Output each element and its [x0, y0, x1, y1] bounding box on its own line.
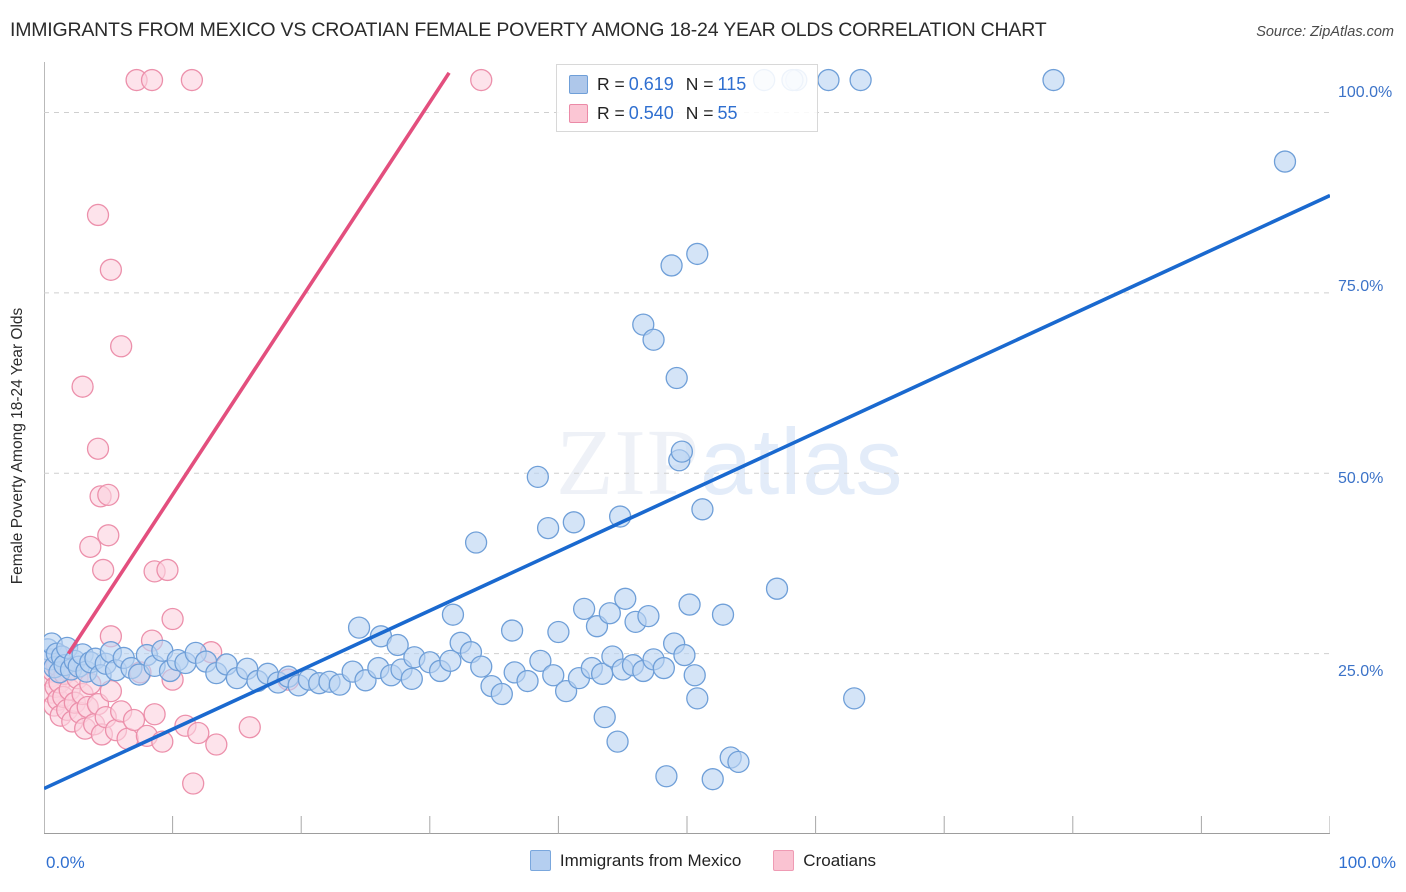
data-point — [180, 68, 204, 92]
data-point — [843, 687, 866, 710]
scatter-plot-svg — [44, 62, 1330, 834]
x-tick-label-max: 100.0% — [1338, 853, 1396, 872]
data-point — [1042, 68, 1065, 92]
data-point — [347, 616, 371, 639]
source-attribution: Source: ZipAtlas.com — [1256, 24, 1394, 40]
data-point — [86, 437, 110, 460]
y-tick-label-25: 25.0% — [1338, 663, 1384, 680]
trendline-croatians — [66, 71, 451, 655]
r-label-pink: R = — [597, 103, 625, 123]
data-point — [562, 511, 585, 534]
data-point — [516, 669, 539, 693]
data-point — [547, 620, 570, 644]
data-point — [187, 721, 210, 745]
data-point — [86, 203, 110, 227]
data-point — [711, 603, 735, 626]
series-swatch-blue-icon — [529, 850, 551, 871]
data-point — [71, 375, 94, 398]
r-value-pink: 0.540 — [628, 103, 674, 123]
r-label-blue: R = — [597, 74, 625, 94]
trendline-immigrants-from-mexico — [44, 193, 1330, 791]
stats-row-croatians: R = 0.540 N = 55 — [569, 99, 807, 128]
page-title: IMMIGRANTS FROM MEXICO VS CROATIAN FEMAL… — [10, 19, 1047, 41]
data-point — [400, 667, 423, 691]
data-point — [122, 708, 146, 732]
series-points-immigrants-from-mexico — [44, 68, 1297, 791]
r-value-blue: 0.619 — [628, 74, 674, 94]
data-point — [156, 558, 179, 582]
data-point — [97, 524, 120, 547]
data-point — [678, 593, 701, 616]
data-point — [470, 68, 493, 92]
data-point — [817, 68, 840, 92]
data-point — [642, 328, 665, 351]
y-axis-title: Female Poverty Among 18-24 Year Olds — [9, 307, 26, 585]
data-point — [691, 498, 714, 521]
data-point — [598, 602, 621, 625]
data-point — [670, 440, 694, 463]
data-point — [500, 619, 524, 642]
data-point — [593, 705, 616, 729]
data-point — [614, 587, 637, 610]
legend-swatch-pink-icon — [569, 104, 588, 123]
data-point — [140, 68, 164, 92]
data-point — [143, 703, 166, 726]
data-point — [701, 768, 724, 791]
series-legend-label-pink: Croatians — [803, 850, 877, 870]
data-point — [205, 733, 228, 756]
data-point — [99, 679, 123, 703]
correlation-stats-legend: R = 0.619 N = 115 R = 0.540 N = 55 — [556, 64, 818, 132]
data-point — [686, 242, 709, 266]
y-tick-label-100: 100.0% — [1338, 84, 1393, 101]
y-tick-label-75: 75.0% — [1338, 278, 1384, 295]
data-point — [439, 649, 462, 672]
stats-row-immigrants-from-mexico: R = 0.619 N = 115 — [569, 70, 807, 99]
data-point — [161, 607, 184, 631]
plot-area — [44, 62, 1330, 834]
data-point — [182, 772, 205, 795]
data-point — [110, 335, 133, 358]
series-legend-item-croatians[interactable]: Croatians — [773, 850, 876, 871]
y-tick-label-50: 50.0% — [1338, 470, 1384, 487]
data-point — [765, 577, 789, 600]
data-point — [849, 68, 872, 92]
data-point — [464, 531, 488, 554]
data-point — [665, 366, 688, 390]
data-point — [683, 664, 706, 687]
series-legend-item-immigrants-from-mexico[interactable]: Immigrants from Mexico — [529, 850, 742, 871]
data-point — [727, 750, 750, 773]
data-point — [92, 558, 115, 582]
n-value-blue: 115 — [717, 74, 747, 94]
data-point — [529, 649, 552, 672]
series-swatch-pink-icon — [773, 850, 795, 871]
n-label-pink: N = — [685, 103, 714, 123]
data-point — [673, 643, 696, 667]
data-point — [660, 254, 683, 277]
series-legend-label-blue: Immigrants from Mexico — [559, 850, 742, 870]
data-point — [238, 716, 261, 739]
data-point — [490, 682, 513, 706]
data-point — [572, 597, 596, 621]
data-point — [441, 603, 465, 626]
data-point — [526, 465, 549, 489]
data-point — [97, 483, 120, 507]
data-point — [606, 730, 629, 753]
data-point — [655, 765, 678, 788]
data-point — [637, 604, 660, 628]
series-legend: Immigrants from Mexico Croatians — [0, 850, 1406, 871]
legend-swatch-blue-icon — [569, 75, 588, 94]
data-point — [536, 516, 560, 540]
data-point — [542, 664, 565, 687]
data-point — [470, 655, 493, 678]
n-value-pink: 55 — [717, 103, 738, 123]
data-point — [79, 535, 102, 558]
n-label-blue: N = — [685, 74, 714, 94]
data-point — [386, 633, 409, 657]
x-tick-label-min: 0.0% — [46, 853, 85, 872]
data-point — [652, 656, 675, 680]
data-point — [99, 258, 123, 281]
data-point — [1273, 150, 1297, 173]
data-point — [686, 687, 709, 710]
